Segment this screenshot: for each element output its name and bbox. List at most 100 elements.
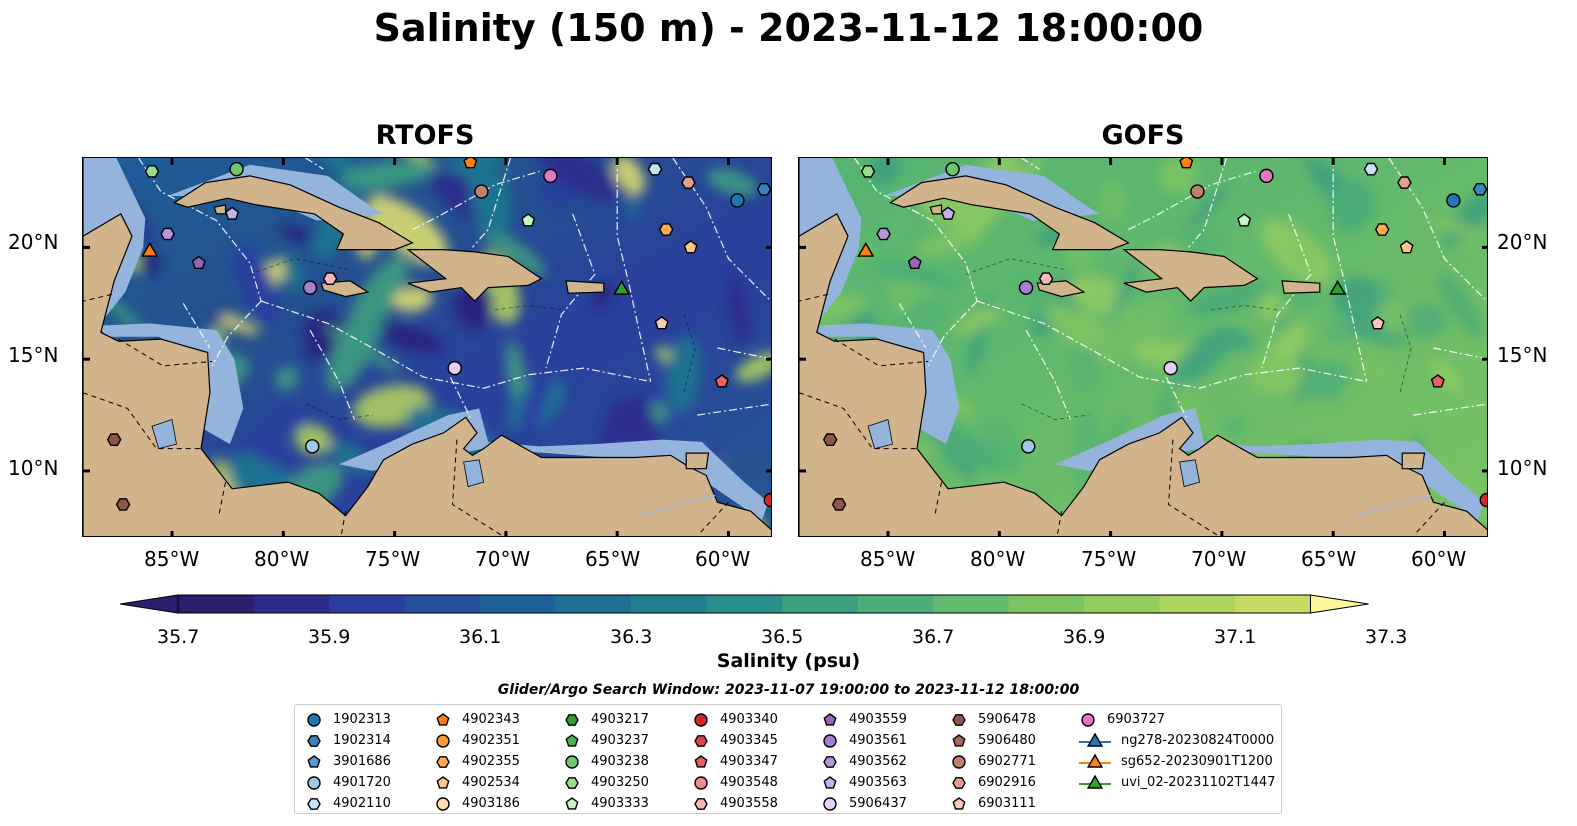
platform-marker: [225, 206, 240, 220]
legend-column: 6903727 ng278-20230824T0000 sg652-20230901…: [1077, 709, 1275, 793]
platform-marker: [730, 193, 745, 208]
eez-boundary: [616, 158, 652, 382]
platform-marker: [654, 316, 669, 330]
legend-label: 4902355: [462, 754, 520, 769]
eez-boundary: [1332, 158, 1368, 382]
country-border: [699, 501, 729, 534]
eez-boundary: [545, 213, 596, 369]
land: [1122, 248, 1259, 302]
legend-label: 6902771: [978, 754, 1036, 769]
platform-marker: [144, 165, 160, 178]
circle-marker-icon: [565, 754, 579, 769]
colorbar-tick-label: 35.7: [157, 626, 200, 648]
country-border: [799, 392, 920, 450]
colorbar-segment: [329, 595, 406, 613]
platform-marker: [1190, 184, 1205, 199]
land: [1281, 280, 1321, 294]
eez-boundary: [672, 158, 771, 303]
platform-marker: [714, 374, 729, 388]
legend-label: 6902916: [978, 775, 1036, 790]
legend-item: 4903333: [561, 793, 649, 814]
platform-marker: [945, 161, 960, 177]
gofs-salinity-map: [798, 157, 1488, 537]
hexagon-marker-icon: [952, 776, 966, 789]
platform-marker: [543, 168, 558, 184]
triangle-marker-icon: [1079, 753, 1111, 768]
colorbar-title: Salinity (psu): [716, 650, 861, 672]
colorbar-tick-label: 36.3: [610, 626, 653, 648]
eez-boundary: [898, 302, 927, 349]
legend-label: 4901720: [333, 775, 391, 790]
lat-tick-right-20n: 20°N: [1497, 230, 1548, 254]
lon-tick-rtofs-60w: 60°W: [695, 547, 751, 571]
legend-item: 4903237: [561, 730, 649, 751]
platform-marker: [763, 492, 771, 508]
platform-marker: [447, 360, 462, 376]
bathymetry-contour: [683, 314, 696, 393]
legend-item: 5906437: [819, 793, 907, 814]
land: [929, 204, 943, 215]
legend-label: 1902314: [333, 733, 391, 748]
river: [1355, 494, 1432, 517]
circle-marker-icon: [823, 796, 837, 811]
eez-boundary: [1165, 376, 1187, 418]
legend-item: 4903238: [561, 751, 649, 772]
platform-marker: [907, 255, 922, 270]
lat-tick-left-10n: 10°N: [8, 456, 59, 480]
colorbar-segment: [857, 595, 934, 613]
legend-item: 4903562: [819, 751, 907, 772]
eez-boundary: [717, 347, 771, 360]
platform-marker: [1179, 158, 1194, 169]
legend-item: 4902110: [303, 793, 391, 814]
legend-item: 6902916: [948, 772, 1036, 793]
bathymetry-contour: [249, 258, 351, 275]
country-border: [834, 338, 929, 367]
circle-marker-icon: [307, 712, 321, 727]
legend-item: 5906478: [948, 709, 1036, 730]
colorbar-tick-label: 36.5: [761, 626, 804, 648]
pentagon-marker-icon: [952, 796, 966, 810]
lake-nicaragua: [867, 418, 893, 450]
legend-item: 6903727: [1077, 709, 1275, 730]
lon-tick-gofs-60w: 60°W: [1411, 547, 1467, 571]
legend-label: 3901686: [333, 754, 391, 769]
pentagon-marker-icon: [436, 775, 450, 789]
triangle-marker-icon: [1079, 732, 1111, 747]
circle-marker-icon: [952, 754, 966, 769]
eez-boundary: [412, 170, 540, 231]
legend-label: 4903558: [720, 796, 778, 811]
legend-label: 4903217: [591, 712, 649, 727]
platform-marker: [305, 439, 320, 454]
land: [172, 175, 414, 251]
lon-tick-rtofs-70w: 70°W: [475, 547, 531, 571]
colorbar-frame: [177, 594, 1311, 614]
platform-marker: [1472, 183, 1487, 196]
platform-marker: [463, 158, 478, 169]
bathymetry-contour: [305, 403, 373, 420]
legend-item: 4903558: [690, 793, 778, 814]
legend-column: 4903217 4903237 4903238 4903250 4903333: [561, 709, 649, 814]
legend-item: 4903217: [561, 709, 649, 730]
circle-marker-icon: [307, 775, 321, 790]
platform-marker: [613, 280, 631, 295]
land: [213, 204, 227, 215]
lon-tick-gofs-80w: 80°W: [970, 547, 1026, 571]
platform-marker: [941, 206, 956, 220]
legend-item: 4903186: [432, 793, 520, 814]
platform-marker: [1021, 439, 1036, 454]
hexagon-marker-icon: [565, 776, 579, 789]
pentagon-marker-icon: [823, 775, 837, 789]
platform-marker: [115, 498, 131, 511]
platform-marker: [1446, 193, 1461, 208]
platform-marker: [822, 433, 838, 446]
panel-title-rtofs: RTOFS: [375, 120, 475, 151]
platform-marker: [860, 165, 876, 178]
hexagon-marker-icon: [694, 734, 708, 747]
eez-boundary: [138, 158, 262, 302]
legend-label: 4903333: [591, 796, 649, 811]
triangle-marker-icon: [1079, 774, 1111, 789]
circle-marker-icon: [823, 733, 837, 748]
colorbar-segment: [480, 595, 557, 613]
platform-marker: [474, 184, 489, 199]
legend-item: 4902534: [432, 772, 520, 793]
